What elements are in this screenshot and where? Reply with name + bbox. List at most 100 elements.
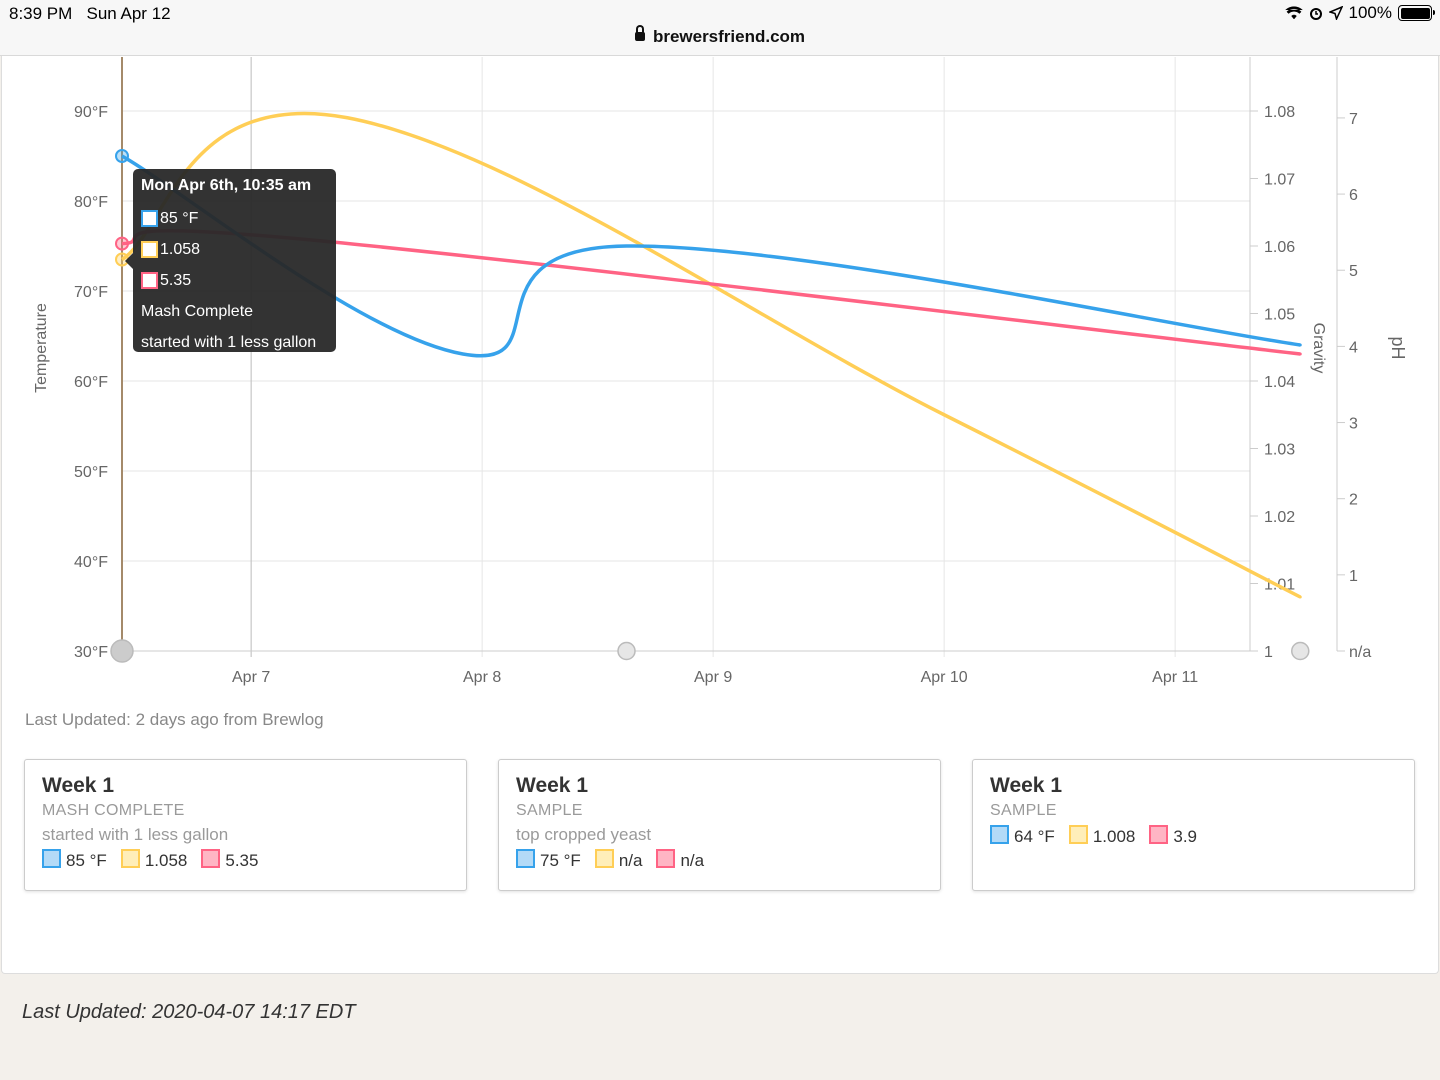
- card-type: SAMPLE: [990, 802, 1057, 819]
- data-point-gravity: [345, 116, 349, 120]
- y-tick-label-gravity: 1.02: [1264, 509, 1295, 526]
- gravity-swatch-icon: [141, 241, 158, 258]
- ph-swatch-icon: [1149, 824, 1169, 844]
- y-tick-label-temp: 70°F: [74, 284, 108, 301]
- card-type: SAMPLE: [516, 802, 583, 819]
- y-tick-label-temp: 30°F: [74, 644, 108, 661]
- brewlog-card-3[interactable]: Week 1 SAMPLE 64 °F 1.008 3.9: [972, 759, 1415, 891]
- card-gravity: n/a: [618, 851, 643, 870]
- event-marker: [1291, 641, 1310, 661]
- x-tick-label: Apr 9: [694, 669, 732, 686]
- y-axis-title-temperature: Temperature: [33, 303, 50, 393]
- card-gravity: 1.008: [1092, 827, 1136, 846]
- temp-swatch-icon: [42, 848, 61, 868]
- event-marker: [617, 641, 636, 661]
- y-tick-label-gravity: 1.06: [1264, 239, 1295, 256]
- card-ph: 5.35: [225, 851, 259, 870]
- series-line-gravity: [121, 111, 1302, 599]
- y-tick-label-temp: 40°F: [74, 554, 108, 571]
- tooltip-ph: 5.35: [160, 271, 192, 289]
- x-tick-label: Apr 10: [921, 669, 968, 686]
- y-axis-title-gravity: Gravity: [1310, 323, 1327, 374]
- y-tick-label-ph: 7: [1349, 111, 1358, 128]
- location-icon: [1328, 6, 1343, 20]
- tooltip-ph-row: 5.35: [141, 265, 328, 296]
- data-point-gravity: [942, 413, 946, 417]
- card-type: MASH COMPLETE: [42, 802, 185, 819]
- ph-swatch-icon: [201, 848, 221, 868]
- y-tick-label-gravity: 1.04: [1264, 374, 1295, 391]
- card-note: started with 1 less gallon: [42, 825, 229, 844]
- gravity-swatch-icon: [1068, 824, 1088, 844]
- fermentation-chart[interactable]: 90°F 80°F 70°F 60°F 50°F 40°F 30°F Apr 7 Apr 8 Ap…: [0, 56, 1440, 706]
- chart-tooltip: Mon Apr 6th, 10:35 am 85 °F 1.058 5.35 M…: [125, 169, 336, 352]
- ph-swatch-icon: [141, 272, 158, 289]
- card-note: top cropped yeast: [516, 825, 652, 844]
- y-tick-label-ph: 6: [1349, 187, 1358, 204]
- card-values: 64 °F 1.008 3.9: [990, 824, 1397, 850]
- lock-icon: [634, 25, 645, 41]
- card-ph: 3.9: [1173, 827, 1198, 846]
- y-tick-label-gravity: 1: [1264, 644, 1273, 661]
- url-bar[interactable]: brewersfriend.com: [0, 25, 1440, 47]
- y-tick-label-gravity: 1.08: [1264, 104, 1295, 121]
- status-icons: 100%: [1284, 3, 1435, 23]
- tooltip-event-type: Mash Complete: [141, 302, 254, 320]
- card-temp: 75 °F: [540, 851, 581, 870]
- y-tick-label-temp: 90°F: [74, 104, 108, 121]
- data-point-temperature: [1298, 343, 1302, 347]
- browser-top-bar: 8:39 PM Sun Apr 12 100% brewersfriend.co…: [0, 0, 1440, 56]
- y-tick-label-ph: 2: [1349, 492, 1358, 509]
- x-tick-label: Apr 11: [1152, 669, 1198, 686]
- tooltip-temp: 85 °F: [160, 209, 199, 227]
- tooltip-gravity-row: 1.058: [141, 234, 328, 265]
- url-domain: brewersfriend.com: [652, 27, 806, 46]
- y-tick-label-ph: n/a: [1349, 644, 1371, 661]
- battery-percent: 100%: [1348, 3, 1392, 22]
- data-point-ph: [1298, 352, 1302, 356]
- temp-swatch-icon: [990, 824, 1009, 844]
- brewlog-card-1[interactable]: Week 1 MASH COMPLETE started with 1 less…: [24, 759, 467, 891]
- y-tick-label-temp: 50°F: [74, 464, 108, 481]
- y-tick-label-temp: 80°F: [74, 194, 108, 211]
- x-tick-label: Apr 7: [232, 669, 270, 686]
- wifi-icon: [1284, 6, 1303, 20]
- data-point-temperature: [461, 352, 465, 356]
- card-ph: n/a: [680, 851, 705, 870]
- brewlog-card-2[interactable]: Week 1 SAMPLE top cropped yeast 75 °F n/…: [498, 759, 941, 891]
- card-title: Week 1: [990, 774, 1062, 797]
- status-date: Sun Apr 12: [86, 4, 171, 23]
- tooltip-note: started with 1 less gallon: [141, 333, 317, 351]
- temp-swatch-icon: [141, 210, 158, 227]
- y-tick-label-gravity: 1.07: [1264, 172, 1295, 189]
- temp-swatch-icon: [516, 848, 535, 868]
- y-tick-label-ph: 1: [1349, 568, 1358, 585]
- y-tick-label-ph: 3: [1349, 416, 1358, 433]
- gravity-swatch-icon: [594, 848, 614, 868]
- card-gravity: 1.058: [144, 851, 188, 870]
- data-point-temperature: [625, 244, 629, 248]
- card-temp: 64 °F: [1014, 827, 1055, 846]
- x-tick-label: Apr 8: [463, 669, 501, 686]
- y-tick-label-ph: 5: [1349, 263, 1358, 280]
- status-clock: 8:39 PM: [9, 4, 73, 23]
- tooltip-gravity: 1.058: [160, 240, 201, 258]
- tooltip-temp-row: 85 °F: [141, 203, 328, 234]
- y-tick-label-ph: 4: [1349, 339, 1358, 356]
- card-values: 85 °F 1.058 5.35: [42, 848, 449, 874]
- page-last-updated: Last Updated: 2020-04-07 14:17 EDT: [22, 1001, 356, 1023]
- chart-last-updated: Last Updated: 2 days ago from Brewlog: [25, 710, 324, 729]
- y-tick-label-temp: 60°F: [74, 374, 108, 391]
- card-temp: 85 °F: [66, 851, 107, 870]
- y-tick-label-gravity: 1.05: [1264, 307, 1295, 324]
- data-point-ph: [115, 236, 129, 251]
- data-point-gravity: [1298, 595, 1302, 599]
- event-marker: [110, 639, 134, 663]
- battery-icon: [1398, 5, 1435, 21]
- ph-swatch-icon: [656, 848, 676, 868]
- tooltip-title: Mon Apr 6th, 10:35 am: [141, 177, 312, 194]
- card-title: Week 1: [42, 774, 114, 797]
- data-point-temperature: [115, 149, 129, 163]
- y-axis-title-ph: pH: [1388, 336, 1408, 359]
- card-values: 75 °F n/a n/a: [516, 848, 923, 874]
